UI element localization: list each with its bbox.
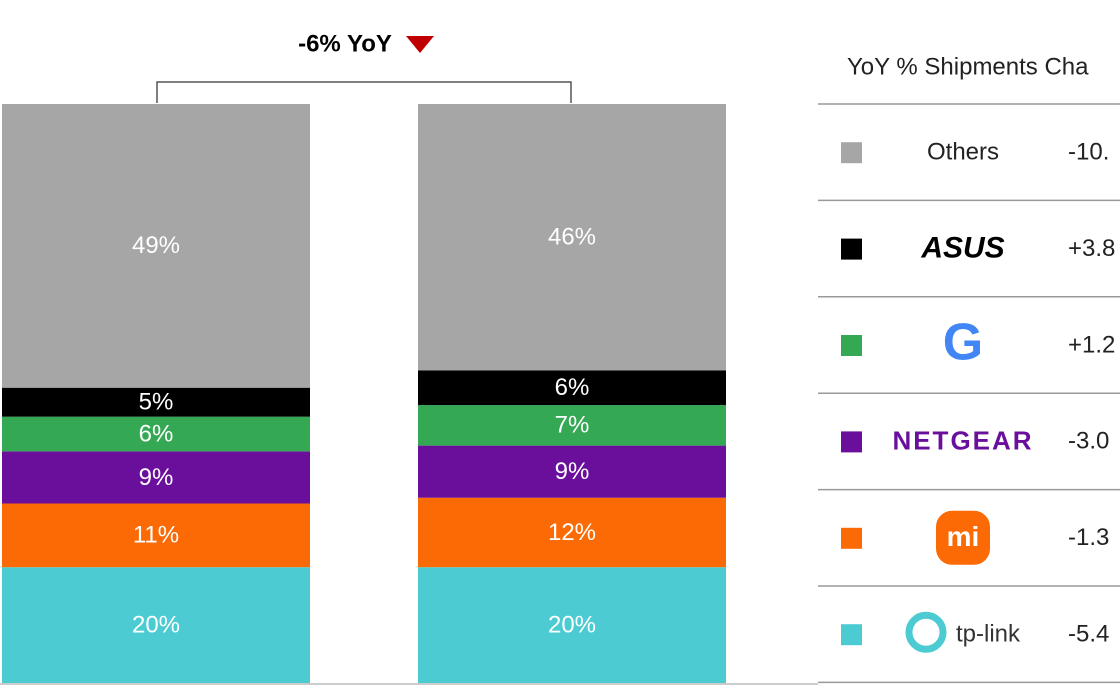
bar-segment	[2, 104, 310, 388]
yoy-value: -1.3	[1068, 524, 1109, 551]
legend-label: NETGEAR	[892, 425, 1033, 455]
data-label: 11%	[133, 522, 179, 549]
data-label: 9%	[555, 458, 590, 485]
legend-swatch	[841, 238, 862, 260]
data-label: 46%	[548, 224, 596, 251]
data-label: 7%	[555, 412, 590, 439]
legend-swatch	[841, 624, 862, 646]
logo-mark	[905, 611, 947, 653]
bar-segment	[418, 567, 726, 683]
bracket	[156, 81, 572, 103]
data-label: 20%	[132, 611, 180, 638]
data-label: 9%	[139, 464, 174, 491]
legend-swatch	[841, 142, 862, 164]
data-label: 20%	[548, 611, 596, 638]
data-label: 5%	[139, 389, 174, 416]
data-label: 6%	[139, 420, 174, 447]
yoy-value: -5.4	[1068, 621, 1109, 648]
logo-badge	[936, 510, 990, 565]
legend-label: ASUS	[920, 232, 1004, 265]
bar-segment	[2, 451, 310, 504]
data-label: 49%	[132, 232, 180, 259]
legend-label: tp-link	[956, 621, 1021, 648]
bar-segment	[2, 567, 310, 683]
yoy-value: +1.2	[1068, 331, 1115, 358]
legend-swatch	[841, 527, 862, 549]
table-title: YoY % Shipments Cha	[847, 53, 1089, 80]
annotation: -6% YoY	[298, 30, 392, 57]
legend-swatch	[841, 431, 862, 453]
bar-segment	[418, 405, 726, 446]
legend-label: G	[943, 314, 983, 372]
bar-segment	[418, 104, 726, 371]
bar-segment	[2, 387, 310, 417]
legend-label: Others	[927, 139, 999, 166]
yoy-value: +3.8	[1068, 235, 1115, 262]
data-label: 6%	[555, 374, 590, 401]
legend-swatch	[841, 335, 862, 356]
yoy-value: -3.0	[1068, 428, 1109, 455]
data-label: 12%	[548, 519, 596, 546]
legend-label: mi	[947, 521, 980, 552]
bar-segment	[418, 497, 726, 568]
bar-segment	[2, 503, 310, 568]
yoy-value: -10.	[1068, 139, 1109, 166]
down-arrow	[406, 36, 434, 53]
bar-segment	[418, 445, 726, 498]
bar-segment	[2, 416, 310, 452]
bar-segment	[418, 370, 726, 406]
